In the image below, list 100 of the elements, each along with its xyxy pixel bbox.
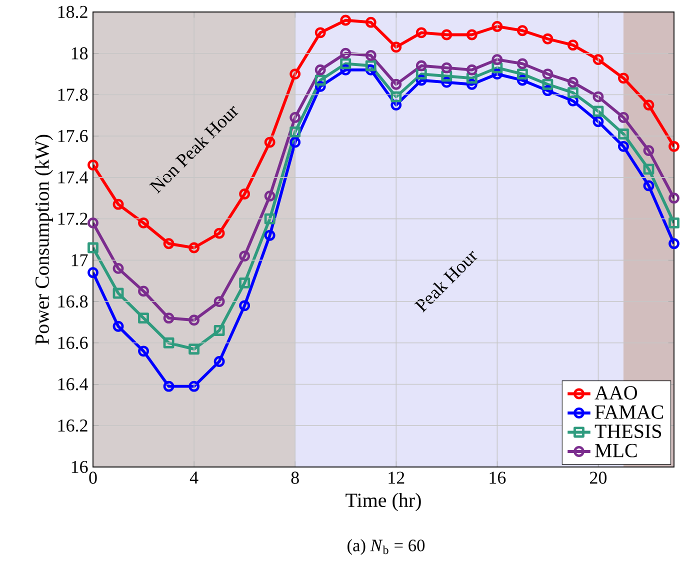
point: [239, 300, 250, 312]
point: [340, 64, 352, 76]
x-tick-label: 12: [388, 472, 404, 484]
point: [567, 87, 578, 98]
point: [643, 145, 654, 156]
point: [163, 238, 174, 250]
point: [416, 68, 427, 80]
point: [416, 60, 427, 72]
point: [466, 72, 478, 84]
point: [618, 112, 629, 123]
y-tick-label: 16: [72, 460, 88, 474]
point: [567, 76, 578, 88]
point: [188, 380, 200, 392]
y-tick-label: 17: [72, 254, 88, 266]
point: [643, 164, 654, 175]
point: [416, 27, 427, 38]
point: [365, 60, 376, 72]
point: [340, 14, 352, 26]
point: [365, 16, 376, 28]
y-tick-label: 16.4: [58, 378, 88, 390]
point: [466, 64, 478, 76]
point: [492, 62, 503, 74]
point: [567, 40, 578, 51]
point: [365, 50, 376, 61]
point: [314, 74, 326, 86]
point: [390, 100, 402, 111]
point: [542, 68, 554, 80]
point: [492, 68, 503, 80]
y-tick-label: 17.2: [58, 212, 88, 225]
point: [542, 85, 554, 96]
point: [592, 116, 604, 128]
point: [618, 72, 629, 84]
point: [290, 112, 301, 123]
point: [643, 180, 654, 192]
point: [112, 262, 124, 274]
point: [618, 140, 629, 152]
point: [138, 346, 149, 357]
y-tick-label: 18: [72, 47, 88, 60]
point: [214, 228, 225, 239]
point: [112, 198, 124, 210]
y-tick-label: 17.8: [58, 88, 88, 101]
point: [441, 62, 452, 74]
point: [516, 25, 528, 36]
legend-label: FAMAC: [595, 405, 664, 419]
point: [163, 312, 174, 324]
point: [643, 100, 654, 111]
point: [340, 48, 352, 59]
point: [567, 95, 578, 106]
point: [264, 230, 276, 241]
point: [466, 78, 478, 90]
x-tick-label: 16: [490, 472, 506, 484]
point: [138, 217, 149, 228]
point: [592, 54, 604, 66]
point: [138, 286, 149, 297]
point: [592, 91, 604, 102]
point: [112, 320, 124, 332]
y-tick-label: 18.2: [58, 6, 88, 18]
x-tick-label: 8: [291, 472, 299, 484]
point: [88, 242, 98, 254]
point: [314, 27, 326, 38]
y-tick-label: 17.6: [58, 130, 88, 142]
point: [239, 188, 250, 200]
x-tick-label: 0: [89, 472, 97, 484]
point: [516, 74, 528, 86]
point: [264, 136, 276, 148]
legend-label: MLC: [595, 444, 637, 458]
point: [365, 64, 376, 76]
y-axis-title: Power Consumption (kW): [34, 134, 53, 344]
point: [163, 380, 174, 392]
point: [290, 126, 301, 138]
point: [340, 58, 352, 70]
legend-label: AAO: [594, 386, 637, 400]
point: [188, 344, 200, 355]
point: [441, 70, 452, 82]
y-tick-label: 16.6: [58, 336, 88, 349]
point: [542, 78, 554, 90]
point: [390, 91, 402, 102]
point: [416, 74, 427, 86]
point: [138, 312, 149, 324]
point: [214, 296, 225, 307]
point: [264, 213, 276, 224]
text: (a) N$_{b}$ = 60: [348, 539, 425, 555]
point: [314, 64, 326, 76]
point: [239, 250, 250, 262]
point: [441, 76, 452, 88]
point: [163, 337, 174, 348]
point: [314, 80, 326, 92]
point: [290, 136, 301, 148]
point: [492, 21, 503, 32]
point: [214, 325, 225, 336]
x-tick-label: 20: [590, 472, 607, 484]
legend-label: THESIS: [594, 424, 662, 438]
point: [492, 54, 503, 66]
point: [390, 78, 402, 90]
point: [214, 356, 225, 367]
point: [516, 68, 528, 80]
point: [618, 128, 629, 140]
point: [516, 58, 528, 70]
point: [441, 29, 452, 40]
x-tick-label: 4: [190, 472, 198, 484]
